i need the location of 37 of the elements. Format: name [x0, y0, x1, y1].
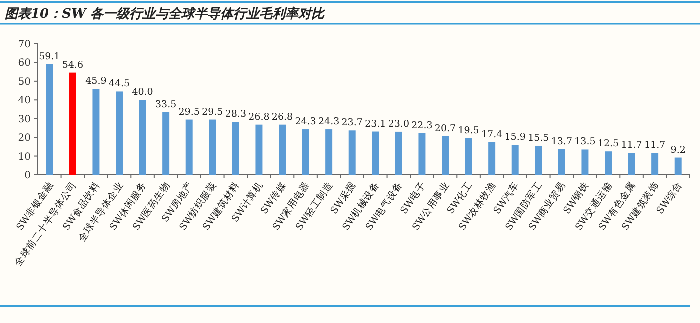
data-label: 26.8 — [248, 112, 270, 123]
y-tick-label: 50 — [18, 76, 31, 88]
data-label: 23.1 — [365, 118, 386, 130]
data-label: 40.0 — [132, 87, 154, 98]
data-label: 59.1 — [39, 51, 60, 62]
data-label: 22.3 — [412, 120, 433, 132]
y-tick-label: 60 — [18, 58, 31, 70]
data-label: 24.3 — [295, 116, 316, 128]
data-label: 13.5 — [574, 136, 596, 148]
data-label: 15.5 — [528, 132, 550, 144]
y-tick-label: 10 — [18, 152, 31, 163]
data-label: 54.6 — [62, 60, 84, 71]
data-label: 19.5 — [458, 126, 480, 137]
data-label: 11.7 — [644, 140, 666, 152]
data-label: 11.7 — [621, 140, 642, 152]
y-tick-label: 70 — [18, 40, 31, 50]
data-label: 9.2 — [670, 144, 686, 156]
data-label: 13.7 — [551, 136, 573, 148]
data-label: 29.5 — [202, 106, 224, 118]
data-label: 23.0 — [388, 118, 410, 130]
data-label: 23.7 — [342, 118, 363, 129]
chart-title: 图表10：SW 各一级行业与全球半导体行业毛利率对比 — [5, 6, 326, 22]
y-tick-label: 40 — [18, 96, 31, 107]
data-label: 17.4 — [481, 129, 503, 140]
data-label: 33.5 — [155, 99, 177, 110]
data-label: 15.9 — [504, 132, 526, 144]
data-label: 12.5 — [598, 138, 620, 150]
y-tick-label: 0 — [24, 170, 31, 182]
data-label: 26.8 — [272, 112, 294, 123]
y-tick-label: 20 — [18, 133, 31, 144]
y-tick-label: 30 — [18, 114, 31, 126]
data-label: 28.3 — [225, 109, 247, 120]
data-label: 20.7 — [434, 123, 456, 134]
data-label: 29.5 — [178, 106, 200, 118]
data-label: 24.3 — [318, 116, 340, 128]
data-label: 44.5 — [108, 78, 130, 90]
data-label: 45.9 — [86, 76, 107, 88]
